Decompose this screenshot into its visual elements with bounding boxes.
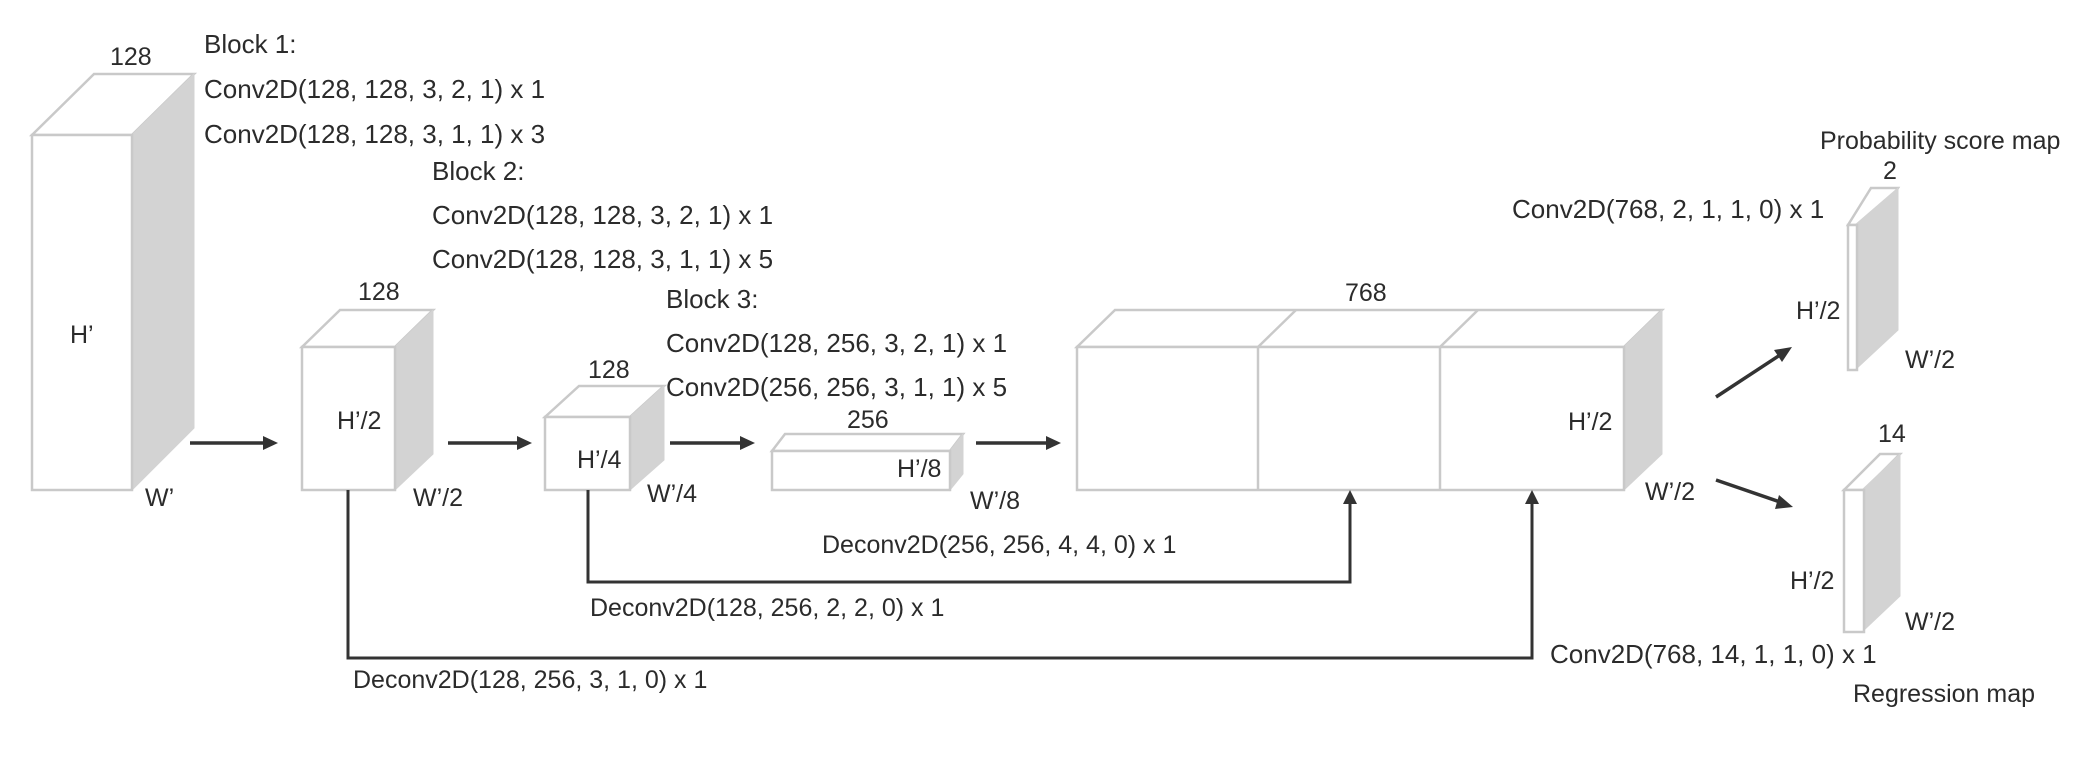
regression-width-label: W’/2 — [1905, 608, 1955, 636]
block3-block-front — [770, 449, 952, 492]
block1-output-block — [298, 308, 437, 492]
block3-title: Block 3: — [666, 284, 759, 314]
block2-title: Block 2: — [432, 156, 525, 186]
regression-depth-label: 14 — [1878, 420, 1906, 448]
block3-block-top — [769, 432, 966, 453]
block2-output-block — [541, 384, 668, 492]
arrowhead — [263, 436, 278, 450]
regression-map-title: Regression map — [1853, 680, 2035, 708]
deconv-connection-block2 — [586, 490, 1352, 584]
block2-height-label: H’/4 — [577, 446, 622, 474]
input-block-front — [30, 133, 134, 492]
block3-conv-line1: Conv2D(128, 256, 3, 2, 1) x 1 — [666, 328, 1007, 358]
probability-height-label: H’/2 — [1796, 297, 1840, 325]
concat-block-front — [1075, 345, 1626, 492]
concat-block-top — [1073, 308, 1666, 349]
input-width-label: W’ — [145, 484, 174, 512]
input-feature-block — [28, 72, 198, 492]
input-depth-label: 128 — [110, 43, 152, 71]
block1-conv-line2: Conv2D(128, 128, 3, 1, 1) x 3 — [204, 119, 545, 149]
regression-height-label: H’/2 — [1790, 567, 1834, 595]
deconv3-label: Deconv2D(128, 256, 3, 1, 0) x 1 — [353, 666, 707, 694]
arrowhead — [740, 436, 755, 450]
arrowhead — [1343, 490, 1357, 504]
regression-conv-label: Conv2D(768, 14, 1, 1, 0) x 1 — [1550, 639, 1877, 669]
probability-map-block — [1845, 186, 1901, 372]
arrow-to-probability-head — [1715, 353, 1781, 399]
arrowhead — [1525, 490, 1539, 504]
block1-title: Block 1: — [204, 29, 297, 59]
block3-width-label: W’/8 — [970, 487, 1020, 515]
input-block-side — [131, 72, 195, 492]
block1-depth-label: 128 — [358, 278, 400, 306]
block2-depth-label: 128 — [588, 356, 630, 384]
deconv2-label: Deconv2D(128, 256, 2, 2, 0) x 1 — [590, 594, 944, 622]
concat-divider — [1257, 309, 1297, 348]
block3-output-block — [769, 432, 966, 492]
probability-conv-label: Conv2D(768, 2, 1, 1, 0) x 1 — [1512, 194, 1824, 224]
arrowhead — [1774, 347, 1792, 362]
regression-map-block — [1840, 452, 1904, 634]
block2-conv-line1: Conv2D(128, 128, 3, 2, 1) x 1 — [432, 200, 773, 230]
probability-block-front — [1846, 223, 1859, 372]
block3-conv-line2: Conv2D(256, 256, 3, 1, 1) x 5 — [666, 372, 1007, 402]
concat-height-label: H’/2 — [1568, 408, 1612, 436]
block2-width-label: W’/4 — [647, 480, 697, 508]
block2-conv-line2: Conv2D(128, 128, 3, 1, 1) x 5 — [432, 244, 773, 274]
concat-width-label: W’/2 — [1645, 478, 1695, 506]
block1-height-label: H’/2 — [337, 407, 381, 435]
concat-depth-label: 768 — [1345, 279, 1387, 307]
arrow-to-regression-head — [1715, 478, 1781, 504]
block1-width-label: W’/2 — [413, 484, 463, 512]
arrowhead — [1775, 495, 1793, 509]
deconv-connection-block1 — [346, 490, 1534, 660]
block3-depth-label: 256 — [847, 406, 889, 434]
arrowhead — [1046, 436, 1061, 450]
concat-divider — [1439, 309, 1479, 348]
block3-height-label: H’/8 — [897, 455, 941, 483]
concat-feature-block — [1073, 308, 1666, 492]
input-height-label: H’ — [70, 321, 94, 349]
arrowhead — [517, 436, 532, 450]
regression-block-front — [1842, 488, 1866, 634]
block1-conv-line1: Conv2D(128, 128, 3, 2, 1) x 1 — [204, 74, 545, 104]
deconv1-label: Deconv2D(256, 256, 4, 4, 0) x 1 — [822, 531, 1176, 559]
probability-depth-label: 2 — [1883, 157, 1897, 185]
probability-map-title: Probability score map — [1820, 127, 2060, 155]
probability-width-label: W’/2 — [1905, 346, 1955, 374]
